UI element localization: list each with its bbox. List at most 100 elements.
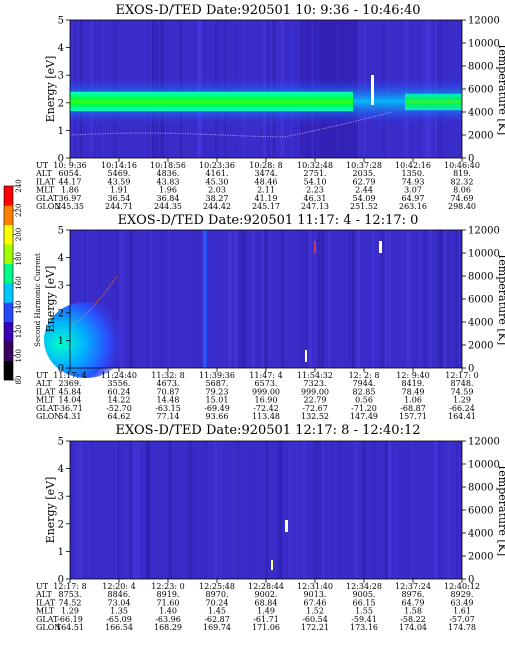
panel-1-table-cell: 46.31 [304, 194, 327, 203]
panel-3-noise-stripe [213, 441, 216, 579]
panel-1-table-cell: 43.59 [108, 177, 131, 186]
panel-3-table-cell: 8846. [108, 590, 131, 599]
panel-2-table-cell: 164.41 [448, 412, 476, 421]
panel-2-rtick-label: 0 [468, 364, 474, 375]
panel-1-table-cell: 247.13 [301, 202, 329, 211]
panel-3-ytick-label: 4 [58, 464, 64, 475]
panel-2-noise-stripe [264, 230, 268, 368]
panel-3-noise-stripe [350, 441, 354, 579]
panel-2-table-cell: 45.84 [59, 387, 82, 396]
panel-2-table-cell: 70.87 [157, 387, 180, 396]
panel-2-noise-stripe [117, 230, 119, 368]
panel-2-table-cell: -52.70 [106, 404, 132, 413]
panel-3-noise-stripe [388, 441, 392, 579]
panel-1-right-axis: 0 2000 4000 6000 8000 10000 12000 [462, 16, 500, 165]
panel-2-noise-stripe [413, 230, 417, 368]
panel-3-table-cell: 12:37:24 [395, 582, 431, 591]
panel-2-table-cell: 11:17: 4 [53, 371, 86, 380]
panel-3-table-cell: 8919. [157, 590, 180, 599]
colorbar-segment [4, 321, 13, 342]
panel-1-table-cell: 10:46:40 [444, 161, 480, 170]
panel-2-table-cell: 147.49 [350, 412, 378, 421]
panel-2-table-cell: 113.48 [252, 412, 280, 421]
panel-1-table-cell: 48.46 [255, 177, 278, 186]
panel-2-noise-stripe [281, 230, 284, 368]
panel-3-noise-stripe [385, 441, 388, 579]
colorbar-tick-label: 140 [15, 301, 23, 314]
panel-3-ylabel-right: Temperature [K] [496, 464, 505, 556]
panel-2-table-row-label: ALT [35, 379, 52, 388]
panel-2-table-row-label: GLAT [36, 404, 59, 413]
colorbar-segment [4, 244, 13, 264]
panel-2-noise-stripe [87, 230, 89, 368]
panel-1-table-cell: 36.54 [108, 194, 131, 203]
panel-3-table-cell: 64.79 [402, 598, 425, 607]
panel-2-table-cell: 16.90 [255, 396, 278, 405]
panel-2-noise-stripe [224, 230, 226, 368]
panel-2-table-cell: -71.20 [351, 404, 377, 413]
panel-3-table-cell: 174.78 [448, 623, 476, 632]
panel-2-table-cell: 12: 9:40 [396, 371, 429, 380]
panel-2-noise-stripe [241, 230, 246, 368]
panel-3-table-cell: 8929. [451, 590, 474, 599]
panel-1-table-cell: 45.30 [206, 177, 229, 186]
panel-3-noise-stripe [318, 441, 320, 579]
panel-2-rtick-label: 8000 [468, 272, 493, 283]
panel-2-table-cell: 93.66 [206, 412, 229, 421]
panel-1-ylabel-right: Temperature [K] [496, 43, 505, 135]
panel-1-table-cell: 64.97 [402, 194, 425, 203]
panel-1-left-axis: 0 1 2 3 4 5 [58, 16, 70, 165]
colorbar-tick-label: 200 [15, 228, 23, 241]
panel-2-table-cell: 11:54:32 [297, 371, 333, 380]
colorbar-tick-label: 180 [15, 252, 23, 265]
panel-3-table-cell: 12:28:44 [248, 582, 284, 591]
panel-3-ytick-label: 0 [58, 575, 64, 586]
panel-3-noise-stripe [321, 441, 324, 579]
panel-3-noise-stripe [87, 441, 91, 579]
panel-3-noise-stripe [115, 441, 118, 579]
colorbar-tick-label: 100 [15, 349, 23, 362]
panel-2-noise-stripe [438, 230, 442, 368]
panel-2-table-cell: 77.14 [157, 412, 180, 421]
panel-3-table-cell: 168.29 [154, 623, 182, 632]
panel-2-noise-stripe [455, 230, 457, 368]
panel-3-rtick-label: 6000 [468, 506, 493, 517]
panel-3-noise-stripe [373, 441, 377, 579]
panel-3-noise-stripe [355, 441, 358, 579]
panel-2-noise-stripe [84, 230, 86, 368]
panel-3-rtick-label: 2000 [468, 552, 493, 563]
panel-2-table-cell: -72.42 [253, 404, 279, 413]
panel-1-title: EXOS-D/TED Date:920501 10: 9:36 - 10:46:… [116, 3, 421, 18]
panel-2-low-energy-blob [44, 302, 128, 378]
panel-1-ytick-label: 1 [58, 126, 64, 137]
panel-2-table-cell: 7323. [304, 379, 327, 388]
panel-2-table-cell: 74.59 [451, 387, 474, 396]
panel-3-noise-stripe [338, 441, 342, 579]
panel-3-table-cell: 12:17: 8 [53, 582, 86, 591]
panel-2-table-cell: 999.00 [252, 387, 280, 396]
panel-1-table-cell: 819. [453, 169, 471, 178]
panel-3-rtick-label: 0 [468, 575, 474, 586]
panel-1-rtick-label: 12000 [468, 16, 500, 27]
panel-3-noise-stripe [218, 441, 222, 579]
panel-1-table-cell: 10:37:28 [346, 161, 382, 170]
colorbar-segment [4, 283, 13, 303]
panel-2-table-row-label: ILAT [36, 387, 56, 396]
panel-1-table-cell: 10:14:16 [101, 161, 137, 170]
panel-2-table-cell: 78.49 [402, 387, 425, 396]
panel-3-table-cell: -65.09 [106, 615, 132, 624]
panel-3-noise-stripe [302, 441, 306, 579]
panel-1-table-cell: 244.35 [154, 202, 182, 211]
panel-3-noise-stripe [344, 441, 348, 579]
panel-2-table-cell: 7944. [353, 379, 376, 388]
panel-1-table-cell: 3.07 [404, 186, 422, 195]
panel-3-noise-stripe [133, 441, 137, 579]
panel-1-table-cell: 36.84 [157, 194, 180, 203]
panel-2-noise-stripe [448, 230, 451, 368]
panel-3-rtick-label: 10000 [468, 460, 500, 471]
panel-2-table-cell: 14.48 [157, 396, 180, 405]
panel-2-table-cell: 5687. [206, 379, 229, 388]
panel-3-table-cell: 12:25:48 [199, 582, 235, 591]
panel-3-table-cell: 8753. [59, 590, 82, 599]
